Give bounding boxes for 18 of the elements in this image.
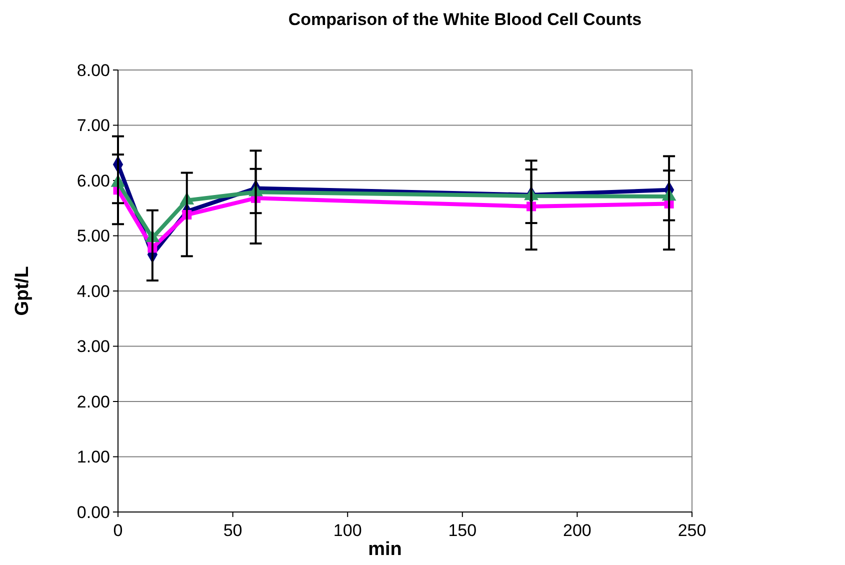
x-tick-label: 250	[678, 521, 706, 540]
y-tick-label: 4.00	[76, 282, 110, 301]
y-tick-label: 6.00	[76, 171, 110, 190]
y-tick-label: 8.00	[76, 60, 110, 80]
y-tick-label: 2.00	[76, 392, 110, 412]
x-tick-label: 50	[223, 521, 242, 540]
x-tick-label: 200	[563, 521, 592, 540]
y-tick-label: 5.00	[76, 226, 110, 246]
x-tick-label: 0	[113, 521, 123, 540]
y-tick-label: 1.00	[76, 448, 110, 467]
x-tick-label: 100	[333, 521, 362, 540]
x-axis-title: min	[368, 539, 402, 560]
y-tick-label: 0.00	[76, 502, 110, 522]
y-axis-title: Gpt/L	[12, 266, 33, 316]
y-tick-label: 7.00	[76, 116, 110, 136]
y-tick-label: 3.00	[76, 337, 110, 356]
chart-title: Comparison of the White Blood Cell Counts	[288, 10, 642, 29]
x-tick-label: 150	[448, 521, 477, 540]
